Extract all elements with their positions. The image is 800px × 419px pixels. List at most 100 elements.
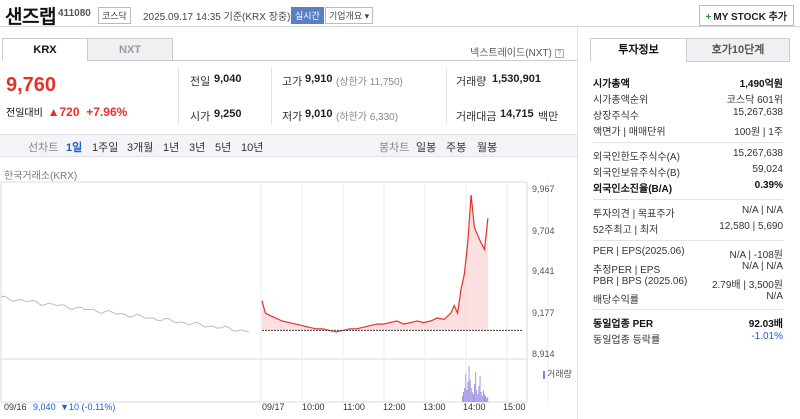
invest-row-label: 동일업종 등락률: [593, 335, 661, 346]
invest-row: 시가총액순위 코스닥 601위: [593, 91, 783, 106]
volume-bar: [464, 388, 466, 402]
volume-bar: [480, 392, 482, 402]
volume-bar: [478, 386, 480, 402]
prev-close-label: 전일: [190, 76, 211, 88]
volume-bar: [463, 392, 464, 402]
volume-bar: [475, 372, 477, 402]
invest-row-label: 시가총액순위: [593, 95, 649, 106]
volume-bar: [473, 394, 474, 402]
candle-daily[interactable]: 일봉: [416, 142, 437, 154]
invest-row-value: 92.03배: [748, 319, 783, 330]
y-tick: 9,967: [532, 184, 555, 194]
realtime-badge[interactable]: 실시간: [291, 7, 324, 24]
chart-source: 한국거래소(KRX): [4, 171, 78, 182]
volume-legend: 거래량: [543, 367, 572, 380]
nxt-link[interactable]: 넥스트레이드(NXT) ?: [470, 44, 564, 59]
volume-bar: [486, 398, 488, 402]
invest-row: 추정PER | EPS N/A | N/A: [593, 261, 783, 276]
candle-weekly[interactable]: 주봉: [446, 142, 467, 154]
invest-row-value: -1.01%: [751, 331, 783, 342]
volume-bar: [471, 392, 473, 402]
period-1d[interactable]: 1일: [66, 142, 83, 154]
volume-bar: [465, 374, 467, 402]
invest-row-label: 배당수익률: [593, 295, 639, 306]
invest-row-value: 15,267,638: [732, 107, 783, 118]
invest-row: 외국인소진율(B/A) 0.39%: [593, 180, 783, 195]
invest-row-value: 100원 | 1주: [734, 127, 783, 138]
invest-row: 상장주식수 15,267,638: [593, 107, 783, 122]
open-value: 9,250: [214, 108, 242, 120]
period-3m[interactable]: 3개월: [127, 142, 154, 154]
change-label: 전일대비: [6, 108, 43, 119]
open-label: 시가: [190, 111, 211, 123]
x-tick: 09/17: [262, 402, 285, 412]
plus-icon: +: [705, 12, 712, 23]
invest-row-value: 12,580 | 5,690: [719, 221, 783, 232]
invest-row-label: 외국인보유주식수(B): [593, 168, 680, 179]
chart-frame: [0, 181, 528, 403]
line-chart-label: 선차트: [28, 142, 59, 154]
invest-row-label: 투자의견 | 목표주가: [593, 209, 675, 220]
invest-row-label: 52주최고 | 최저: [593, 225, 659, 236]
low-value: 9,010: [305, 108, 333, 120]
add-mystock-button[interactable]: + MY STOCK 추가: [698, 5, 794, 26]
x-tick: 13:00: [423, 402, 446, 412]
invest-row-label: 외국인소진율(B/A): [593, 184, 673, 195]
period-3y[interactable]: 3년: [189, 142, 206, 154]
tab-nxt[interactable]: NXT: [87, 38, 173, 61]
price-change: 전일대비 ▲720 +7.96%: [6, 104, 127, 119]
invest-row-value: N/A: [766, 291, 783, 302]
volume-bar: [466, 390, 468, 402]
invest-row: 투자의견 | 목표주가 N/A | N/A: [593, 205, 783, 220]
y-tick: 9,441: [532, 266, 555, 276]
invest-row: PER | EPS(2025.06) N/A | -108원: [593, 246, 783, 261]
period-toolbar: [0, 134, 577, 157]
invest-row-value: 15,267,638: [732, 148, 783, 159]
y-tick: 9,177: [532, 308, 555, 318]
invest-row: 시가총액 1,490억원: [593, 75, 783, 90]
section-divider: [593, 240, 783, 241]
invest-row-value: 59,024: [752, 164, 783, 175]
volume-bar: [467, 382, 469, 402]
price-chart: [0, 181, 549, 403]
period-5y[interactable]: 5년: [215, 142, 232, 154]
tab-orderbook[interactable]: 호가10단계: [686, 38, 790, 62]
period-1y[interactable]: 1년: [163, 142, 180, 154]
low-label: 저가: [282, 111, 303, 123]
chart-grid: [0, 181, 549, 403]
high-value: 9,910: [305, 73, 333, 85]
help-icon[interactable]: ?: [554, 48, 564, 58]
summary-divider: [446, 68, 447, 124]
volume-value: 1,530,901: [492, 73, 541, 85]
tab-krx[interactable]: KRX: [2, 38, 88, 61]
invest-row: 배당수익률 N/A: [593, 291, 783, 306]
summary-divider: [271, 68, 272, 124]
invest-row-label: 동일업종 PER: [593, 319, 654, 330]
candle-chart-label: 봉차트: [379, 142, 410, 154]
header-divider: [0, 26, 800, 27]
candle-monthly[interactable]: 월봉: [477, 142, 498, 154]
invest-row: PBR | BPS (2025.06) 2.79배 | 3,500원: [593, 276, 783, 291]
change-percent: +7.96%: [86, 105, 128, 119]
invest-row: 외국인보유주식수(B) 59,024: [593, 164, 783, 179]
volume-bar: [487, 397, 489, 402]
prev-day-info: 09/16 9,040 ▼10 (-0.11%): [4, 402, 116, 412]
invest-row-label: 액면가 | 매매단위: [593, 127, 666, 138]
price-area: [262, 194, 488, 332]
volume-bar: [474, 384, 475, 402]
volume-bar: [484, 394, 485, 402]
volume-bar: [479, 376, 481, 402]
company-overview-dropdown[interactable]: 기업개요 ▾: [325, 7, 374, 24]
invest-row-label: 추정PER | EPS: [593, 265, 661, 276]
invest-row: 액면가 | 매매단위 100원 | 1주: [593, 123, 783, 138]
period-10y[interactable]: 10년: [241, 142, 264, 154]
upper-limit: (상한가 11,750): [336, 77, 403, 88]
volume-bar: [476, 390, 478, 402]
tab-invest-info[interactable]: 투자정보: [590, 38, 687, 62]
prev-day-trace: [0, 295, 250, 333]
invest-row-value: 1,490억원: [739, 79, 783, 90]
period-1w[interactable]: 1주일: [92, 142, 119, 154]
prev-close-value: 9,040: [214, 73, 242, 85]
amount-value: 14,715: [500, 108, 534, 120]
amount-unit: 백만: [538, 111, 559, 123]
